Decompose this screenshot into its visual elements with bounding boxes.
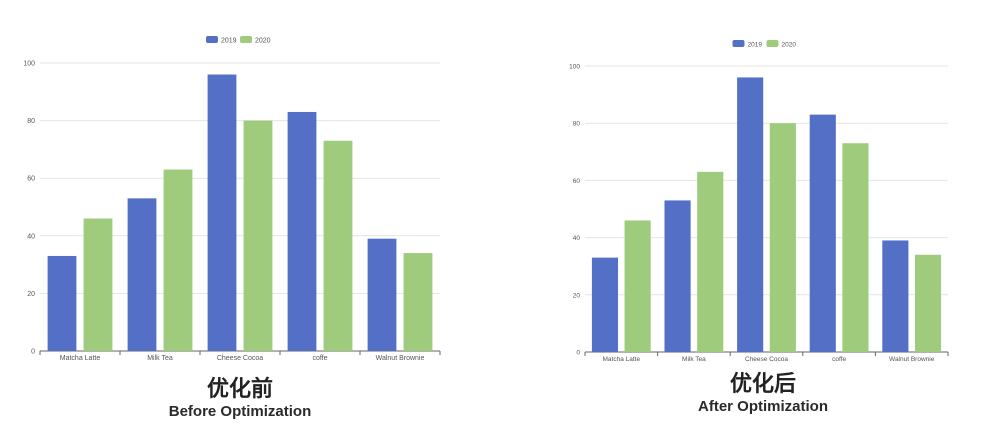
bar-chart-before: 0 20 40 60 80 100 Matcha Latte Milk Tea Cheese C… xyxy=(23,36,441,362)
y-tick-label: 0 xyxy=(576,350,580,357)
bar-chart-after: 0 20 40 60 80 100 Matcha Latte Milk Tea Cheese C… xyxy=(569,40,949,363)
legend-swatch-2019 xyxy=(732,40,745,47)
y-tick-label: 20 xyxy=(27,291,35,298)
legend-label-2020: 2020 xyxy=(255,38,271,45)
bar-2020-cheese-cocoa xyxy=(243,120,273,351)
y-tick-label: 20 xyxy=(573,292,581,299)
bar-2019-coffe xyxy=(287,111,317,352)
bar-2019-walnut-brownie xyxy=(367,238,397,351)
caption-after-zh: 优化后 xyxy=(729,372,796,397)
caption-after-en: After Optimization xyxy=(698,398,828,415)
bar-2019-matcha-latte xyxy=(591,257,619,352)
caption-before-zh: 优化前 xyxy=(206,377,273,402)
chart-after: 0 20 40 60 80 100 Matcha Latte Milk Tea Cheese C… xyxy=(569,40,949,363)
caption-after: 优化后 After Optimization xyxy=(663,372,863,416)
bar-2020-cheese-cocoa xyxy=(769,123,796,352)
y-tick-label: 40 xyxy=(573,235,581,242)
x-tick-label: Cheese Cocoa xyxy=(745,356,788,363)
bar-2020-matcha-latte xyxy=(624,220,651,352)
legend-label-2019: 2019 xyxy=(748,42,763,49)
x-tick-label: Matcha Latte xyxy=(603,356,641,363)
bar-2019-milk-tea xyxy=(664,200,691,352)
bar-2020-walnut-brownie xyxy=(914,254,942,352)
x-tick-label: Matcha Latte xyxy=(60,355,101,362)
y-tick-label: 80 xyxy=(573,121,581,128)
caption-before-en: Before Optimization xyxy=(168,403,312,420)
bar-2019-cheese-cocoa xyxy=(737,77,764,352)
y-tick-label: 40 xyxy=(27,233,35,240)
bar-2019-milk-tea xyxy=(127,198,157,351)
bar-2020-matcha-latte xyxy=(83,218,113,351)
legend-label-2020: 2020 xyxy=(782,42,797,49)
bar-2020-walnut-brownie xyxy=(403,253,433,351)
chart-before: 0 20 40 60 80 100 Matcha Latte Milk Tea Cheese C… xyxy=(23,36,441,362)
bar-2020-coffe xyxy=(842,143,869,352)
x-tick-label: Walnut Brownie xyxy=(889,356,935,363)
x-tick-label: coffe xyxy=(312,355,327,362)
legend-swatch-2020 xyxy=(766,40,779,47)
legend-swatch-2020 xyxy=(240,36,252,43)
caption-before: 优化前 Before Optimization xyxy=(140,377,340,421)
legend-label-2019: 2019 xyxy=(221,38,237,45)
y-tick-label: 80 xyxy=(27,118,35,125)
bar-2020-milk-tea xyxy=(697,171,724,352)
bar-2019-matcha-latte xyxy=(47,255,77,351)
bar-2019-walnut-brownie xyxy=(882,240,909,352)
bar-2020-milk-tea xyxy=(163,169,193,351)
y-tick-label: 60 xyxy=(27,176,35,183)
bar-2019-cheese-cocoa xyxy=(207,74,237,352)
legend-swatch-2019 xyxy=(206,36,218,43)
x-tick-label: coffe xyxy=(832,356,846,363)
bar-2020-coffe xyxy=(323,140,353,351)
y-tick-label: 100 xyxy=(569,64,580,71)
x-tick-label: Cheese Cocoa xyxy=(217,355,263,362)
y-tick-label: 60 xyxy=(573,178,581,185)
x-tick-label: Milk Tea xyxy=(147,355,173,362)
bar-2019-coffe xyxy=(809,114,836,353)
y-tick-label: 100 xyxy=(23,61,35,68)
y-tick-label: 0 xyxy=(31,349,35,356)
x-tick-label: Milk Tea xyxy=(682,356,706,363)
x-tick-label: Walnut Brownie xyxy=(376,355,425,362)
